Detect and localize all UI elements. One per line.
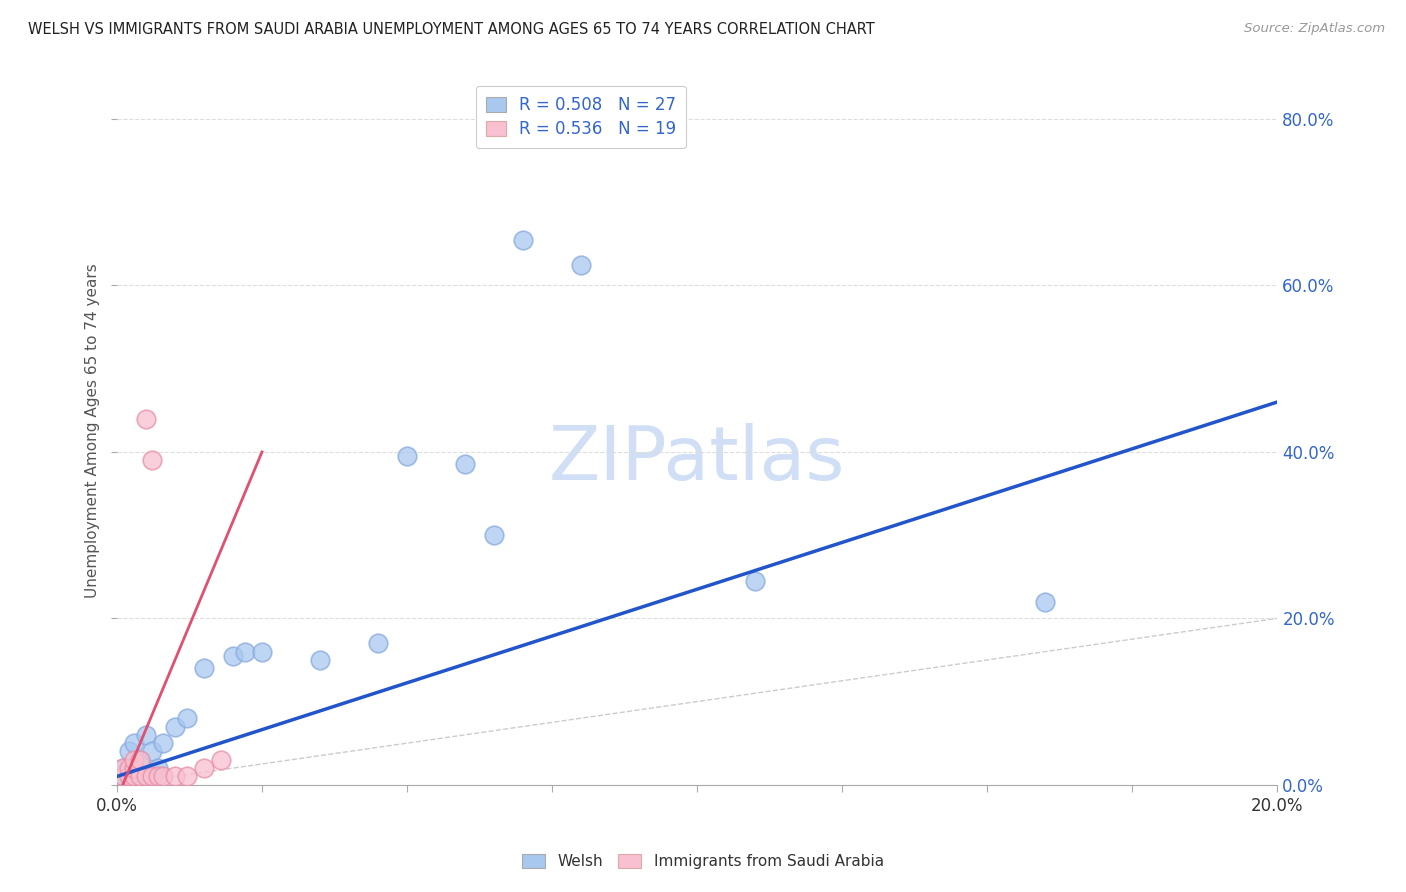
Point bbox=[124, 736, 146, 750]
Point bbox=[152, 736, 174, 750]
Point bbox=[135, 411, 157, 425]
Point bbox=[512, 233, 534, 247]
Point bbox=[193, 661, 215, 675]
Text: WELSH VS IMMIGRANTS FROM SAUDI ARABIA UNEMPLOYMENT AMONG AGES 65 TO 74 YEARS COR: WELSH VS IMMIGRANTS FROM SAUDI ARABIA UN… bbox=[28, 22, 875, 37]
Point bbox=[396, 449, 419, 463]
Point bbox=[124, 753, 146, 767]
Point bbox=[152, 769, 174, 783]
Point bbox=[111, 761, 134, 775]
Legend: R = 0.508   N = 27, R = 0.536   N = 19: R = 0.508 N = 27, R = 0.536 N = 19 bbox=[475, 86, 686, 148]
Point bbox=[141, 453, 163, 467]
Point bbox=[744, 574, 766, 588]
Point bbox=[163, 769, 186, 783]
Point bbox=[367, 636, 389, 650]
Text: ZIPatlas: ZIPatlas bbox=[548, 423, 845, 496]
Point bbox=[117, 769, 139, 783]
Point bbox=[124, 769, 146, 783]
Point bbox=[482, 528, 505, 542]
Point bbox=[176, 711, 198, 725]
Point bbox=[117, 761, 139, 775]
Y-axis label: Unemployment Among Ages 65 to 74 years: Unemployment Among Ages 65 to 74 years bbox=[86, 264, 100, 599]
Point bbox=[111, 769, 134, 783]
Point bbox=[141, 769, 163, 783]
Point bbox=[111, 769, 134, 783]
Point bbox=[454, 458, 477, 472]
Point bbox=[193, 761, 215, 775]
Legend: Welsh, Immigrants from Saudi Arabia: Welsh, Immigrants from Saudi Arabia bbox=[516, 848, 890, 875]
Point bbox=[111, 761, 134, 775]
Point bbox=[569, 258, 592, 272]
Point bbox=[309, 653, 332, 667]
Point bbox=[141, 744, 163, 758]
Point bbox=[124, 761, 146, 775]
Point bbox=[163, 719, 186, 733]
Point bbox=[129, 753, 152, 767]
Point bbox=[250, 645, 273, 659]
Point bbox=[146, 761, 169, 775]
Point bbox=[176, 769, 198, 783]
Point bbox=[135, 728, 157, 742]
Point bbox=[209, 753, 232, 767]
Point bbox=[135, 769, 157, 783]
Point bbox=[146, 769, 169, 783]
Point bbox=[233, 645, 256, 659]
Point bbox=[129, 753, 152, 767]
Point bbox=[129, 769, 152, 783]
Point bbox=[117, 769, 139, 783]
Point bbox=[135, 769, 157, 783]
Point bbox=[117, 744, 139, 758]
Text: Source: ZipAtlas.com: Source: ZipAtlas.com bbox=[1244, 22, 1385, 36]
Point bbox=[124, 761, 146, 775]
Point bbox=[222, 648, 245, 663]
Point bbox=[1033, 595, 1056, 609]
